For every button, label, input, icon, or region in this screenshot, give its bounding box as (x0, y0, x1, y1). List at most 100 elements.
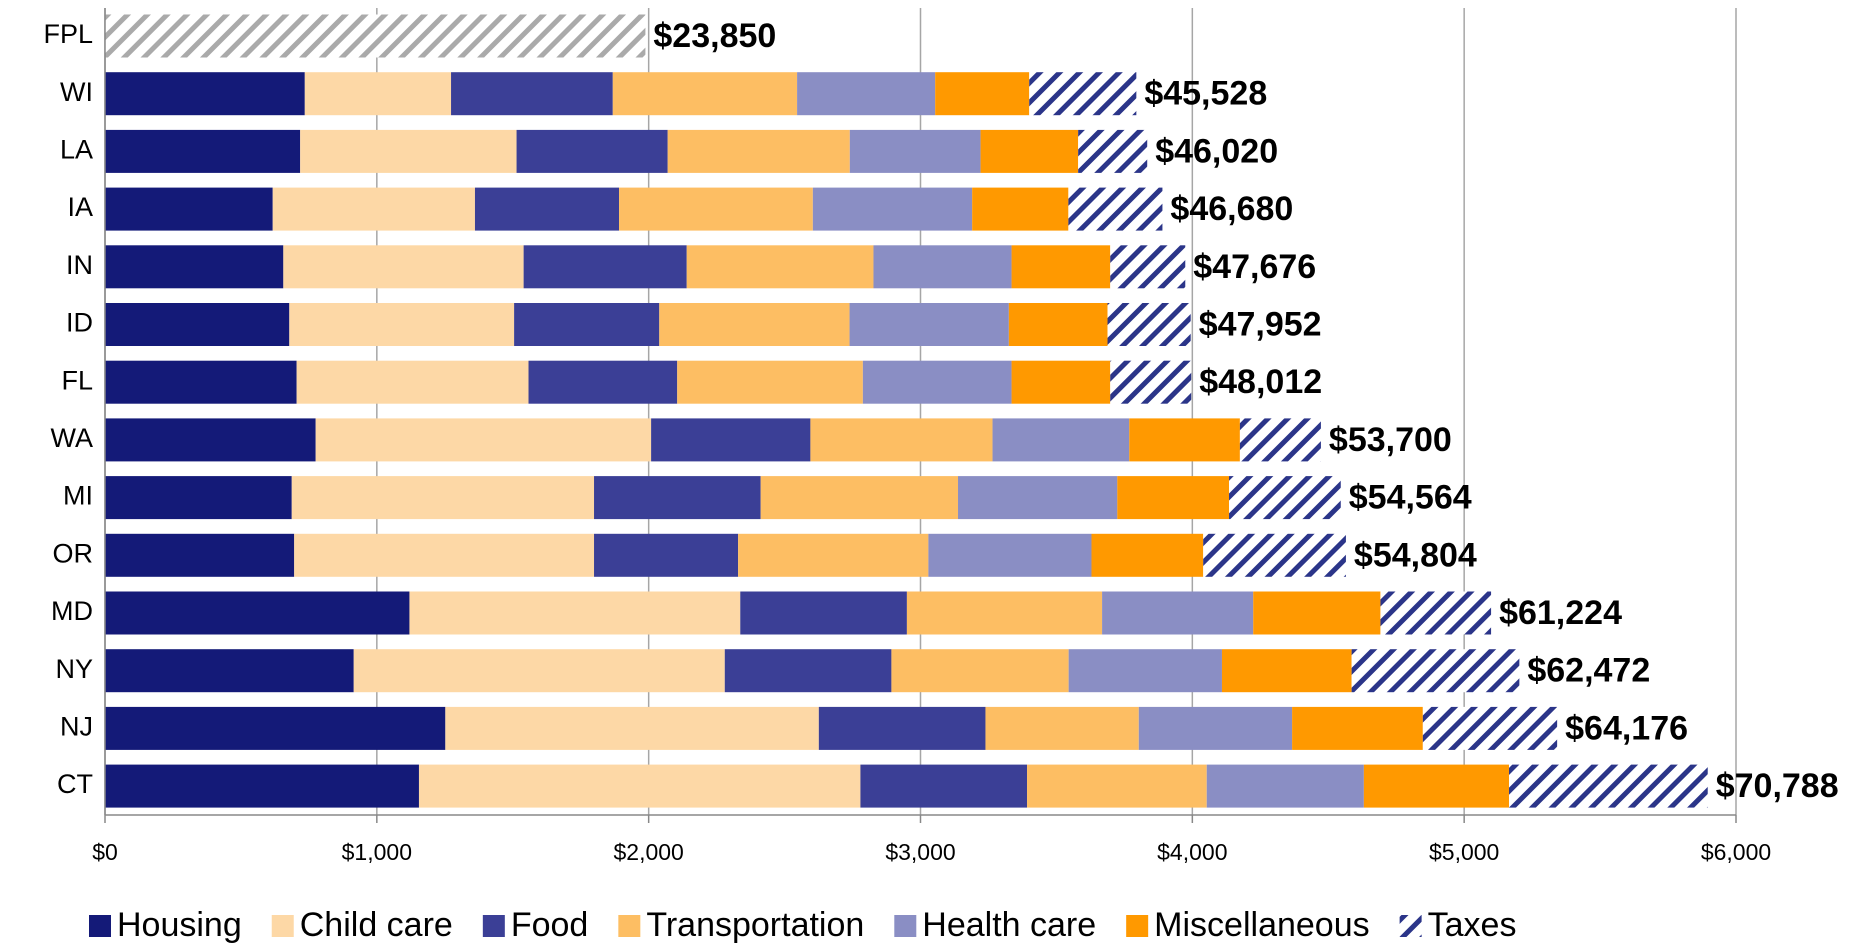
x-tick-label: $5,000 (1429, 839, 1499, 865)
bar-segment (283, 245, 524, 289)
bar-segment (296, 360, 529, 404)
bar-segment (860, 764, 1028, 808)
y-tick-label: MI (63, 481, 93, 511)
legend-label: Child care (300, 906, 453, 944)
bar-segment (1206, 764, 1364, 808)
bar-segment (294, 533, 595, 577)
total-label: $70,788 (1716, 767, 1839, 805)
bar-segment (985, 706, 1139, 750)
y-tick-label: IA (67, 192, 93, 222)
bar-segment (304, 72, 452, 116)
bar-segment (935, 72, 1030, 116)
bar-segment (873, 245, 1012, 289)
legend-label: Taxes (1428, 906, 1517, 944)
x-tick-label: $0 (92, 839, 118, 865)
bar-segment (1129, 418, 1240, 462)
bar-segment (289, 303, 515, 346)
total-label: $54,564 (1349, 479, 1472, 517)
bar-segment (1091, 533, 1204, 577)
y-tick-label: ID (66, 308, 93, 338)
total-label: $61,224 (1499, 594, 1622, 632)
bar-segment (105, 533, 295, 577)
bar-segment (619, 187, 813, 231)
bar-segment (445, 706, 819, 750)
bar-segment (928, 533, 1092, 577)
y-tick-label: LA (60, 135, 93, 165)
bar-segment (451, 72, 613, 116)
bar-segment (514, 303, 660, 346)
bar-segment (849, 129, 981, 173)
legend-label: Transportation (646, 906, 864, 944)
total-label: $47,952 (1199, 305, 1322, 343)
bar-segment (612, 72, 798, 116)
bar-segment (1253, 591, 1381, 635)
bar-segment (105, 245, 284, 289)
legend-swatch (1399, 915, 1422, 937)
bar-segment (105, 72, 305, 116)
bar-segment (418, 764, 861, 808)
bar-segment (1011, 360, 1111, 404)
bar-segment (1068, 187, 1163, 231)
y-tick-label: CT (57, 769, 93, 799)
bar-segment (272, 187, 475, 231)
bar-segment (291, 476, 595, 520)
legend-label: Food (511, 906, 589, 944)
bar-segment (105, 764, 419, 808)
bar-segment (1068, 649, 1222, 693)
x-tick-label: $1,000 (342, 839, 412, 865)
legend-label: Health care (922, 906, 1096, 944)
bar-segment (1008, 303, 1108, 346)
bar-segment (1110, 245, 1186, 289)
bar-segment (1117, 476, 1230, 520)
bar-segment (105, 476, 292, 520)
bar-segment (738, 533, 929, 577)
bar-segment (105, 706, 446, 750)
bar-segment (1239, 418, 1321, 462)
bar-segment (862, 360, 1012, 404)
bar-segment (1351, 649, 1520, 693)
total-label: $46,680 (1170, 190, 1293, 228)
bar-segment (1380, 591, 1492, 635)
bar-segment (677, 360, 863, 404)
total-label: $23,850 (653, 17, 776, 55)
legend-swatch (618, 915, 641, 937)
legend-swatch (1126, 915, 1149, 937)
bar-segment (105, 418, 316, 462)
bar-segment (1029, 72, 1137, 116)
bar-segment (724, 649, 892, 693)
legend-swatch (89, 915, 111, 937)
bar-segment (906, 591, 1103, 635)
bar-segment (300, 129, 517, 173)
bar-segment (659, 303, 850, 346)
bar-segment (594, 476, 761, 520)
bar-segment (740, 591, 907, 635)
total-label: $46,020 (1155, 132, 1278, 170)
bar-segment (1229, 476, 1341, 520)
x-tick-label: $2,000 (613, 839, 683, 865)
y-tick-label: NJ (60, 712, 93, 742)
bar-segment (760, 476, 959, 520)
y-tick-label: WI (60, 77, 93, 107)
total-label: $48,012 (1199, 363, 1322, 401)
bar-segment (1509, 764, 1708, 808)
legend-swatch (271, 915, 294, 937)
bar-segment (992, 418, 1130, 462)
bar-segment (818, 706, 986, 750)
total-label: $53,700 (1329, 421, 1452, 459)
y-tick-label: FL (61, 365, 93, 395)
bar-segment (594, 533, 739, 577)
bar-segment (105, 129, 301, 173)
legend-label: Miscellaneous (1154, 906, 1369, 944)
bar-segment (523, 245, 687, 289)
bar-segment (667, 129, 850, 173)
bar-segment (1078, 129, 1148, 173)
bar-segment (797, 72, 936, 116)
bar-segment (1363, 764, 1510, 808)
x-tick-label: $3,000 (885, 839, 955, 865)
bar-segment (1221, 649, 1352, 693)
bar-segment (409, 591, 741, 635)
bar-segment (474, 187, 620, 231)
bar-segment (1292, 706, 1423, 750)
y-tick-label: OR (53, 538, 94, 568)
